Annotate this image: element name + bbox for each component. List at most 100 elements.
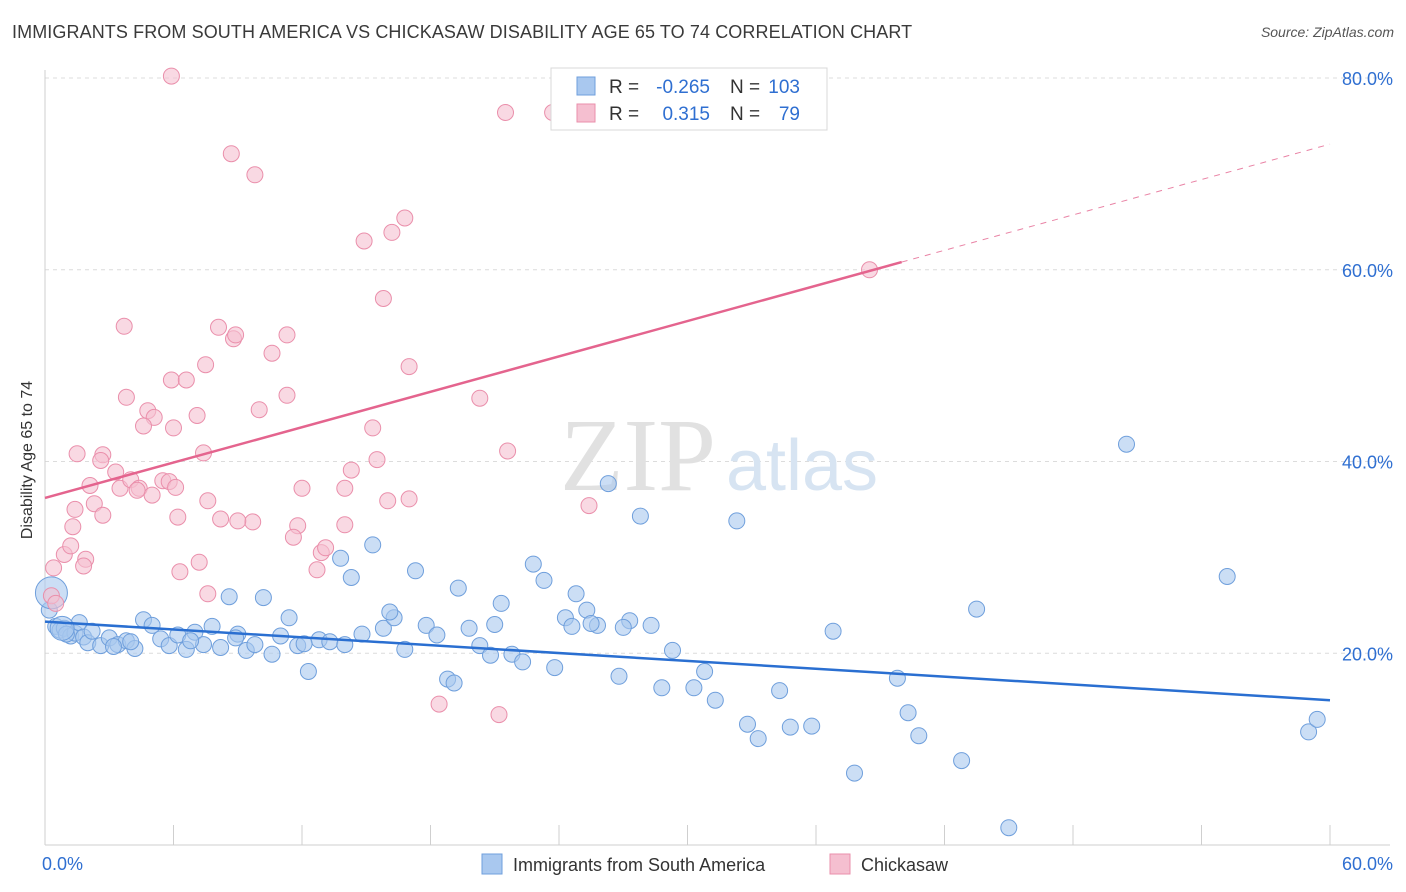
immigrants-point-37 xyxy=(332,549,350,567)
chickasaw-point-19 xyxy=(117,388,135,406)
chickasaw-point-76 xyxy=(490,706,508,724)
immigrants-point-43 xyxy=(396,640,414,658)
chickasaw-point-73 xyxy=(336,479,354,497)
y-tick-label-3: 80.0% xyxy=(1342,69,1393,89)
bottom-legend: Immigrants from South America Chickasaw xyxy=(481,853,949,875)
watermark-zip: ZIP xyxy=(560,398,716,513)
chickasaw-point-40 xyxy=(143,486,161,504)
immigrants-point-38 xyxy=(342,569,360,586)
immigrants-point-67 xyxy=(653,679,671,697)
immigrants-point-59 xyxy=(567,585,585,603)
stats-swatch-blue xyxy=(576,76,596,96)
immigrants-point-74 xyxy=(749,730,767,748)
immigrants-point-32 xyxy=(280,609,298,627)
chickasaw-point-48 xyxy=(64,518,82,536)
immigrants-point-77 xyxy=(803,717,821,735)
immigrants-point-40 xyxy=(364,536,382,554)
immigrants-point-54 xyxy=(514,653,532,671)
immigrants-point-73 xyxy=(739,715,756,733)
immigrants-point-86 xyxy=(1118,435,1135,453)
immigrants-point-28 xyxy=(246,636,264,654)
y-tick-label-1: 40.0% xyxy=(1342,453,1393,473)
source-note: Source: ZipAtlas.com xyxy=(1260,24,1394,40)
chickasaw-point-17 xyxy=(177,371,195,389)
chickasaw-point-35 xyxy=(92,452,110,469)
chickasaw-point-75 xyxy=(430,695,448,713)
y-tick-label-2: 60.0% xyxy=(1342,261,1393,281)
immigrants-point-29 xyxy=(254,589,272,607)
chickasaw-point-25 xyxy=(188,407,206,424)
chickasaw-point-78 xyxy=(293,479,311,497)
immigrants-point-66 xyxy=(642,616,660,634)
immigrants-point-9 xyxy=(83,622,101,640)
x-tick-label-0: 0.0% xyxy=(42,854,83,874)
chickasaw-point-5 xyxy=(355,232,373,250)
immigrants-point-45 xyxy=(417,616,435,634)
stats-r-label-2: R = xyxy=(609,104,639,125)
chickasaw-point-55 xyxy=(284,528,302,546)
immigrants-point-84 xyxy=(968,600,986,618)
immigrants-point-70 xyxy=(696,663,714,680)
stats-n-label-1: N = xyxy=(730,77,760,98)
chickasaw-point-69 xyxy=(229,512,247,530)
immigrants-point-30 xyxy=(263,645,281,663)
chickasaw-point-74 xyxy=(128,481,146,499)
stats-r-value-2: 0.315 xyxy=(662,104,710,125)
immigrants-point-97 xyxy=(582,615,600,632)
immigrants-point-36 xyxy=(321,633,339,651)
immigrants-point-87 xyxy=(1218,568,1236,585)
immigrants-point-41 xyxy=(374,619,392,637)
chickasaw-point-28 xyxy=(135,417,152,435)
chickasaw-point-71 xyxy=(400,490,418,508)
chickasaw-trend-line-extrapolated xyxy=(901,143,1331,263)
immigrants-point-62 xyxy=(599,475,617,493)
chickasaw-point-59 xyxy=(308,561,326,579)
stats-n-value-2: 79 xyxy=(779,104,800,125)
immigrants-point-92 xyxy=(182,632,200,650)
chickasaw-point-51 xyxy=(199,492,217,510)
immigrants-point-24 xyxy=(212,639,230,656)
chickasaw-point-63 xyxy=(199,585,217,603)
immigrants-point-63 xyxy=(610,667,628,685)
immigrants-point-83 xyxy=(953,752,971,770)
stats-r-value-1: -0.265 xyxy=(656,77,710,98)
chickasaw-point-58 xyxy=(336,516,354,534)
immigrants-point-98 xyxy=(614,618,632,636)
chickasaw-point-53 xyxy=(244,513,262,531)
watermark: ZIP atlas xyxy=(560,398,878,513)
chickasaw-point-10 xyxy=(210,318,227,336)
chickasaw-point-68 xyxy=(47,594,65,612)
immigrants-point-76 xyxy=(781,718,799,736)
legend-label-immigrants: Immigrants from South America xyxy=(513,855,766,875)
chickasaw-point-32 xyxy=(368,451,386,469)
grid-lines xyxy=(45,77,1390,654)
chickasaw-point-9 xyxy=(400,358,418,376)
immigrants-point-46 xyxy=(428,626,446,644)
chickasaw-point-30 xyxy=(342,461,360,479)
chickasaw-point-22 xyxy=(278,386,296,404)
immigrants-point-71 xyxy=(706,691,724,709)
chart-title: IMMIGRANTS FROM SOUTH AMERICA VS CHICKAS… xyxy=(12,22,913,42)
chickasaw-point-6 xyxy=(374,290,392,307)
immigrants-point-44 xyxy=(407,562,424,580)
chickasaw-point-24 xyxy=(499,442,517,460)
immigrants-point-91 xyxy=(105,638,122,655)
watermark-atlas: atlas xyxy=(726,426,878,506)
chickasaw-point-47 xyxy=(66,500,84,518)
chickasaw-point-15 xyxy=(115,317,133,335)
chickasaw-point-43 xyxy=(167,478,185,496)
chickasaw-point-60 xyxy=(169,508,187,526)
immigrants-point-25 xyxy=(220,588,238,606)
immigrants-point-85 xyxy=(1000,819,1018,837)
immigrants-point-79 xyxy=(846,764,863,782)
chickasaw-point-4 xyxy=(246,166,264,184)
chickasaw-trend-line xyxy=(44,260,902,500)
immigrants-point-93 xyxy=(295,635,313,653)
immigrants-point-57 xyxy=(546,659,564,677)
immigrants-point-82 xyxy=(910,727,928,745)
stats-n-value-1: 103 xyxy=(768,77,800,98)
immigrants-cluster-point-2 xyxy=(49,615,75,641)
chickasaw-point-57 xyxy=(317,539,335,557)
stats-r-label-1: R = xyxy=(609,77,639,98)
chickasaw-point-36 xyxy=(107,463,125,481)
